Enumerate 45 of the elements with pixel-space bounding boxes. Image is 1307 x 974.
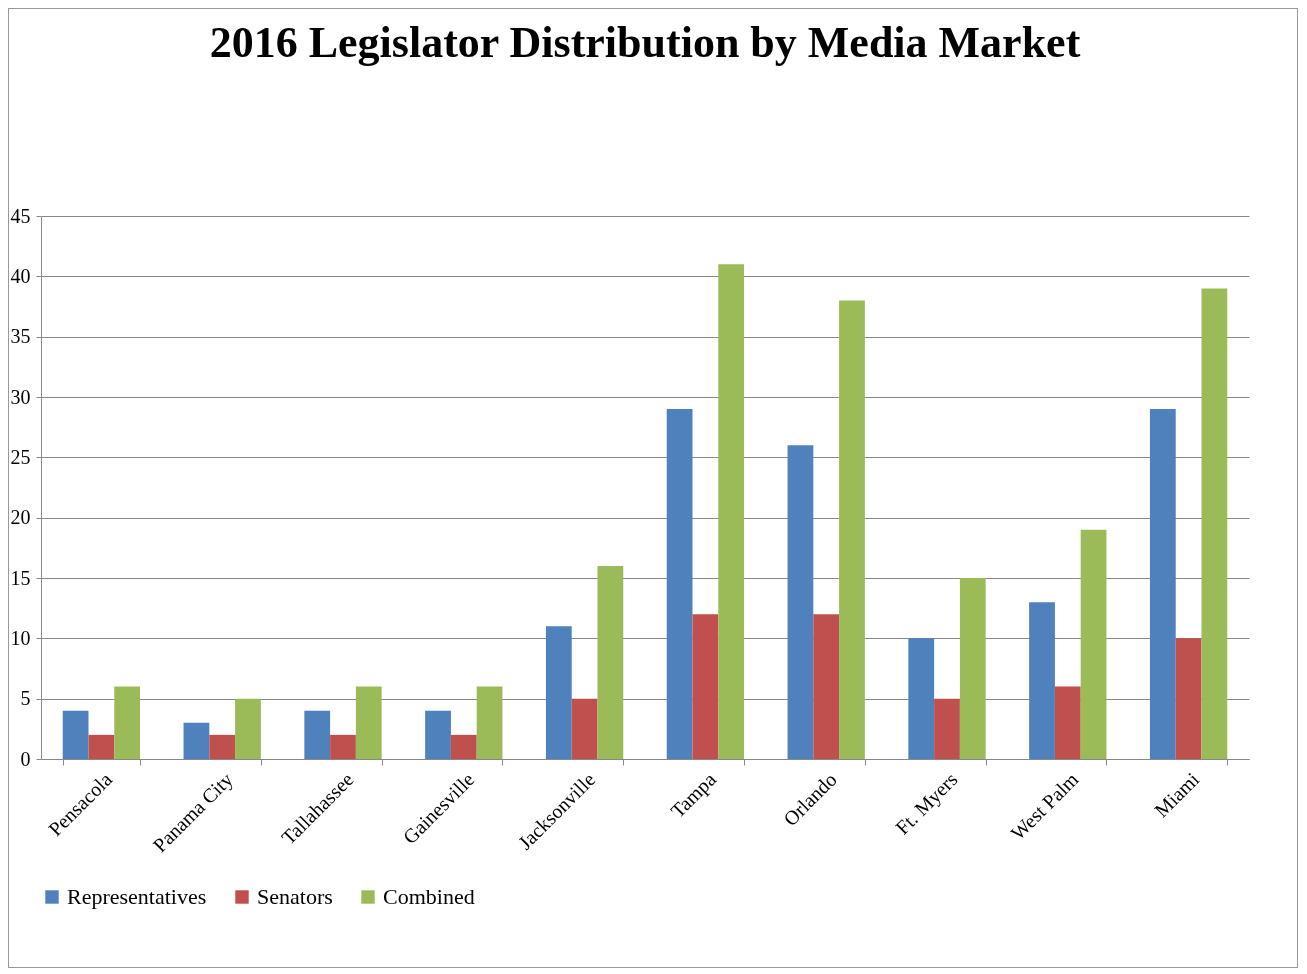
- bar: [813, 614, 840, 759]
- bar: [571, 698, 598, 759]
- bar: [1080, 529, 1107, 759]
- bar: [839, 300, 865, 759]
- y-tick-label: 20: [10, 506, 31, 529]
- bar: [114, 686, 141, 759]
- bar: [1175, 638, 1202, 759]
- bar: [1029, 602, 1055, 759]
- bar: [425, 710, 451, 759]
- y-tick-label: 5: [20, 687, 31, 710]
- bar: [62, 710, 89, 759]
- bar: [330, 734, 356, 759]
- y-tick-label: 45: [10, 204, 31, 227]
- bar: [692, 614, 719, 759]
- bar: [597, 565, 624, 759]
- bar: [545, 626, 572, 759]
- bar: [1201, 288, 1228, 759]
- bar: [183, 722, 210, 759]
- y-tick-label: 0: [20, 747, 31, 770]
- y-tick-label: 40: [10, 264, 31, 287]
- y-tick-label: 25: [10, 445, 31, 468]
- bar: [450, 734, 477, 759]
- bar: [355, 686, 382, 759]
- legend-label: Senators: [257, 884, 333, 909]
- bar: [235, 698, 261, 759]
- y-tick-label: 15: [10, 566, 31, 589]
- y-tick-label: 35: [10, 325, 31, 348]
- bar: [1149, 409, 1176, 759]
- bar: [304, 710, 331, 759]
- bar: [88, 734, 115, 759]
- bar: [959, 578, 986, 759]
- legend-label: Combined: [383, 884, 475, 909]
- bar: [209, 734, 236, 759]
- bar: [666, 409, 693, 759]
- bar: [787, 445, 814, 759]
- x-tick-label: West Palm: [1006, 767, 1083, 845]
- bar: [1054, 686, 1081, 759]
- chart-title: 2016 Legislator Distribution by Media Market: [209, 18, 1081, 67]
- y-tick-label: 10: [10, 626, 31, 649]
- legend-label: Representatives: [67, 884, 207, 909]
- y-tick-label: 30: [10, 385, 31, 408]
- bar: [908, 638, 935, 759]
- bar: [718, 264, 745, 759]
- bar: [934, 698, 960, 759]
- bar: [476, 686, 503, 759]
